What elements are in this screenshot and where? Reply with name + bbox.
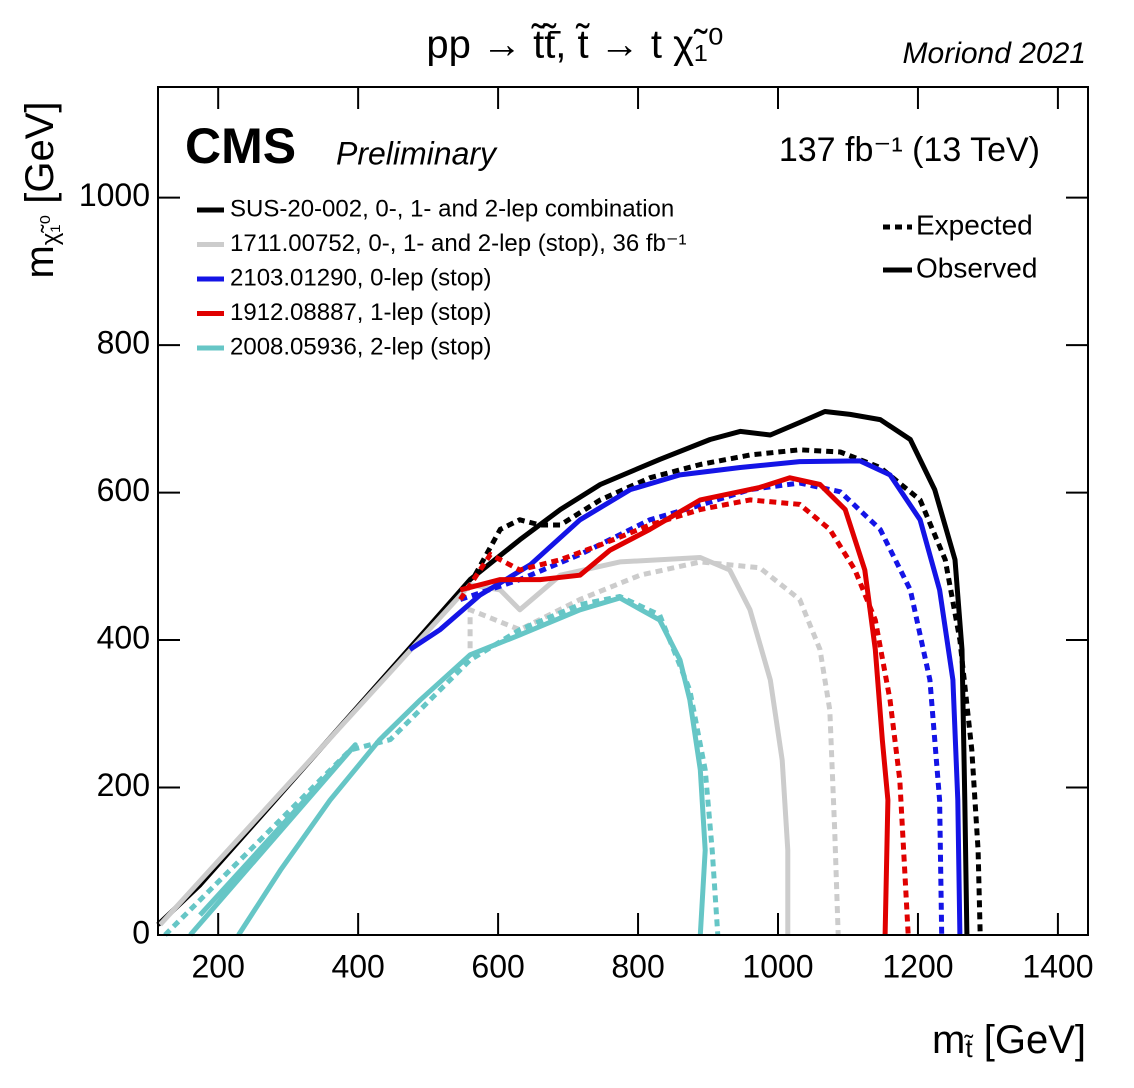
status: Preliminary: [336, 135, 498, 171]
y-label-main: m: [18, 245, 62, 278]
contour-line: [472, 447, 983, 936]
y-tick-label: 1000: [79, 177, 150, 213]
style-label: Expected: [916, 209, 1033, 240]
y-tick-label: 0: [132, 914, 150, 950]
lumi: 137 fb⁻¹ (13 TeV): [779, 131, 1040, 169]
contour-line: [458, 497, 911, 936]
legend-label: 2103.01290, 0-lep (stop): [230, 264, 492, 291]
y-axis-label: mχ̃₁⁰ [GeV]: [18, 101, 65, 278]
style-label: Observed: [916, 252, 1037, 283]
y-label-sub: χ̃₁⁰: [37, 215, 64, 245]
contour-line: [163, 594, 721, 937]
x-label-unit: [GeV]: [973, 1018, 1086, 1062]
x-tick-label: 600: [471, 948, 524, 984]
x-tick-label: 1200: [882, 948, 953, 984]
experiment: CMS: [185, 118, 296, 174]
legend-label: 1912.08887, 1-lep (stop): [230, 299, 492, 326]
contour-line: [188, 595, 708, 937]
legend-label: SUS-20-002, 0-, 1- and 2-lep combination: [230, 195, 674, 222]
x-axis-label: mt̃ [GeV]: [932, 1018, 1086, 1063]
x-label-sub: t̃: [963, 1033, 973, 1063]
contour-line: [158, 555, 791, 935]
contour-line: [467, 559, 841, 936]
x-tick-label: 800: [611, 948, 664, 984]
x-tick-label: 1000: [742, 948, 813, 984]
chart-title: pp → t̃t̃̄, t̃ → t χ̃₁⁰: [426, 23, 723, 67]
legend-label: 2008.05936, 2-lep (stop): [230, 333, 492, 360]
contour-line: [459, 480, 945, 936]
y-tick-label: 200: [97, 767, 150, 803]
y-tick-label: 400: [97, 619, 150, 655]
legend-label: 1711.00752, 0-, 1- and 2-lep (stop), 36 …: [230, 230, 687, 257]
x-tick-label: 1400: [1022, 948, 1093, 984]
x-label-main: m: [932, 1018, 965, 1062]
x-tick-label: 200: [191, 948, 244, 984]
x-tick-label: 400: [331, 948, 384, 984]
note: Moriond 2021: [903, 37, 1086, 70]
y-tick-label: 600: [97, 472, 150, 508]
y-label-unit: [GeV]: [18, 101, 62, 214]
plot-frame: [157, 86, 1089, 936]
contour-line: [156, 409, 970, 936]
y-tick-label: 800: [97, 325, 150, 361]
contour-line: [459, 475, 891, 936]
